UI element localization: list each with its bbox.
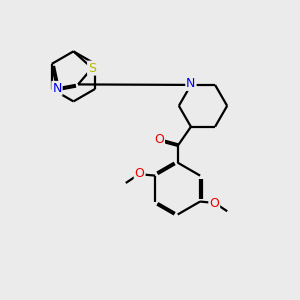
Text: N: N <box>186 77 196 90</box>
Text: N: N <box>52 82 62 95</box>
Text: O: O <box>209 197 219 210</box>
Text: O: O <box>135 167 145 180</box>
Text: S: S <box>88 61 96 75</box>
Text: O: O <box>154 134 164 146</box>
